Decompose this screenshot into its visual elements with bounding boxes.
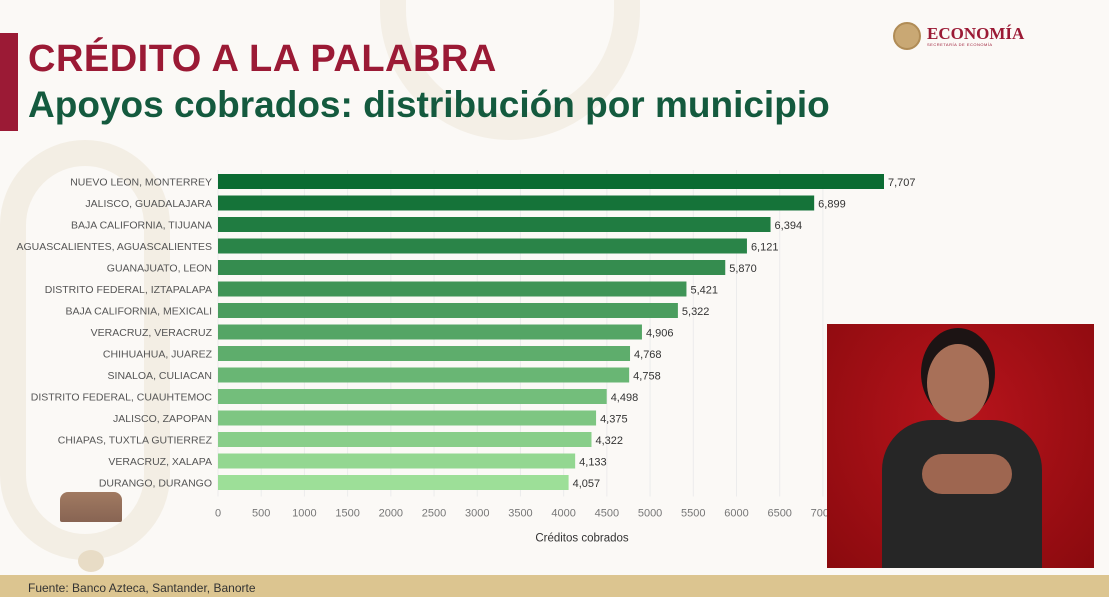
category-label: DURANGO, DURANGO xyxy=(99,478,212,490)
x-tick-label: 500 xyxy=(252,508,270,520)
bar xyxy=(218,346,631,361)
x-tick-label: 2500 xyxy=(422,508,446,520)
x-tick-label: 1000 xyxy=(292,508,316,520)
logo-name: ECONOMÍA xyxy=(927,23,1025,43)
economia-logo: ECONOMÍA SECRETARÍA DE ECONOMÍA xyxy=(893,22,1024,50)
data-label: 4,498 xyxy=(611,392,639,404)
data-label: 4,322 xyxy=(595,435,623,447)
bar xyxy=(218,260,726,275)
bar xyxy=(218,453,576,469)
data-label: 4,057 xyxy=(573,478,601,490)
data-label: 4,375 xyxy=(600,414,628,426)
x-tick-label: 2000 xyxy=(379,508,403,520)
source-note: Fuente: Banco Azteca, Santander, Banorte xyxy=(28,581,256,595)
data-label: 4,906 xyxy=(646,328,674,340)
bar xyxy=(218,324,642,340)
category-label: BAJA CALIFORNIA, TIJUANA xyxy=(71,220,212,232)
category-label: CHIAPAS, TUXTLA GUTIERREZ xyxy=(58,435,213,447)
bar xyxy=(218,432,592,447)
seal-icon xyxy=(893,22,921,50)
page-subtitle: Apoyos cobrados: distribución por munici… xyxy=(28,84,830,125)
category-label: NUEVO LEON, MONTERREY xyxy=(70,177,212,189)
data-label: 5,421 xyxy=(690,285,718,297)
category-label: VERACRUZ, VERACRUZ xyxy=(91,327,213,339)
category-label: BAJA CALIFORNIA, MEXICALI xyxy=(66,306,212,318)
category-label: JALISCO, ZAPOPAN xyxy=(113,413,212,425)
x-tick-label: 1500 xyxy=(335,508,359,520)
x-tick-label: 6000 xyxy=(724,508,748,520)
category-label: DISTRITO FEDERAL, IZTAPALAPA xyxy=(45,284,212,296)
data-label: 5,322 xyxy=(682,306,710,318)
bar xyxy=(218,217,771,232)
interpreter-body xyxy=(882,420,1042,568)
logo-sub: SECRETARÍA DE ECONOMÍA xyxy=(927,41,993,47)
x-tick-label: 5000 xyxy=(638,508,662,520)
category-label: CHIHUAHUA, JUAREZ xyxy=(103,349,213,361)
bar xyxy=(218,195,815,211)
bar xyxy=(218,303,678,318)
bar xyxy=(218,174,884,189)
category-label: VERACRUZ, XALAPA xyxy=(108,456,212,468)
category-label: SINALOA, CULIACAN xyxy=(108,370,212,382)
seal-emblem-icon xyxy=(78,550,104,572)
bar xyxy=(218,281,687,297)
data-label: 6,121 xyxy=(751,242,779,254)
x-tick-label: 4500 xyxy=(595,508,619,520)
bar xyxy=(218,238,747,254)
data-label: 6,899 xyxy=(818,199,846,211)
x-axis-title: Créditos cobrados xyxy=(535,533,629,545)
category-label: DISTRITO FEDERAL, CUAUHTEMOC xyxy=(31,392,213,404)
category-label: GUANAJUATO, LEON xyxy=(107,263,212,275)
title-accent-bar xyxy=(0,33,18,131)
data-label: 5,870 xyxy=(729,263,757,275)
x-tick-label: 6500 xyxy=(767,508,791,520)
bar xyxy=(218,475,569,490)
x-tick-label: 4000 xyxy=(551,508,575,520)
data-label: 4,768 xyxy=(634,349,662,361)
bar xyxy=(218,389,607,404)
page-title: CRÉDITO A LA PALABRA xyxy=(28,38,497,80)
bar xyxy=(218,367,630,383)
sign-language-interpreter-video xyxy=(827,324,1094,568)
heroes-emblem-icon xyxy=(60,492,122,522)
x-tick-label: 5500 xyxy=(681,508,705,520)
data-label: 4,758 xyxy=(633,371,661,383)
interpreter-head xyxy=(927,344,989,422)
x-tick-label: 0 xyxy=(215,508,221,520)
bar xyxy=(218,410,597,426)
category-label: AGUASCALIENTES, AGUASCALIENTES xyxy=(17,241,212,253)
x-tick-label: 3500 xyxy=(508,508,532,520)
x-tick-label: 3000 xyxy=(465,508,489,520)
interpreter-hands xyxy=(922,454,1012,494)
category-label: JALISCO, GUADALAJARA xyxy=(85,198,212,210)
data-label: 7,707 xyxy=(888,177,916,189)
data-label: 4,133 xyxy=(579,457,607,469)
watermark-pattern xyxy=(0,140,170,560)
data-label: 6,394 xyxy=(775,220,803,232)
footer-band xyxy=(0,575,1109,597)
